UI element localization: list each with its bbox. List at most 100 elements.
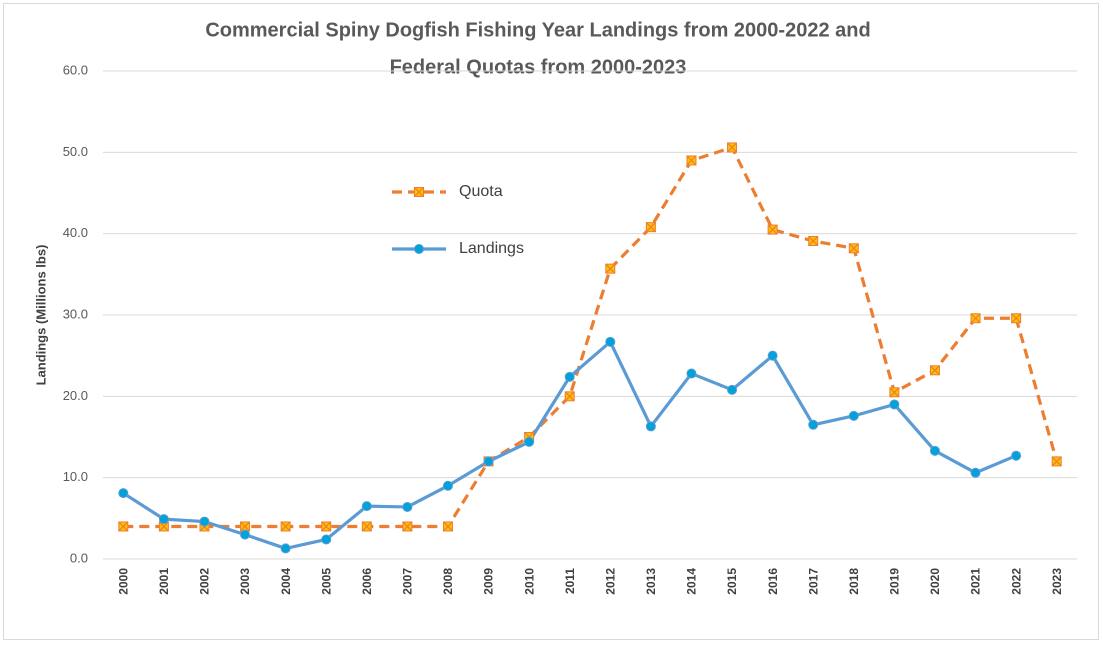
point (808, 235, 819, 246)
x-tick-label: 2013 (644, 568, 658, 595)
x-tick-label: 2016 (766, 568, 780, 595)
point (848, 410, 859, 421)
x-tick-label: 2017 (806, 568, 820, 595)
y-tick-label: 60.0 (63, 62, 88, 77)
point-cross (402, 521, 413, 532)
point (929, 445, 940, 456)
y-tick-label: 50.0 (63, 144, 88, 159)
point (402, 501, 413, 512)
point (1011, 313, 1022, 324)
x-tick-label: 2019 (888, 568, 902, 595)
x-tick-label: 2007 (401, 568, 415, 595)
point-cross (443, 521, 453, 532)
point-cross (767, 224, 778, 235)
y-tick-label: 20.0 (63, 388, 88, 403)
point (564, 391, 575, 402)
point-cross (686, 155, 697, 166)
point (929, 365, 940, 376)
point (564, 371, 575, 382)
x-tick-label: 2008 (441, 568, 455, 595)
x-tick-label: 2011 (563, 568, 577, 594)
x-tick-label: 2014 (685, 568, 699, 595)
point-cross (1051, 456, 1062, 467)
point (361, 501, 372, 512)
point (240, 529, 251, 540)
point (645, 421, 656, 432)
point-cross (930, 365, 940, 376)
point (767, 350, 778, 361)
point (321, 534, 332, 545)
x-tick-label: 2021 (969, 568, 983, 595)
x-tick-label: 2006 (360, 568, 374, 595)
chart-frame (3, 3, 1099, 640)
point (727, 384, 738, 395)
x-tick-label: 2002 (198, 568, 212, 595)
x-tick-label: 2022 (1009, 568, 1023, 595)
point (686, 368, 697, 379)
x-tick-label: 2005 (319, 568, 333, 595)
point (889, 387, 900, 398)
point (686, 155, 697, 166)
point-cross (889, 387, 900, 398)
point (889, 399, 900, 410)
legend-label: Landings (459, 240, 524, 257)
y-tick-label: 40.0 (63, 225, 88, 240)
point (280, 521, 291, 532)
point-cross (645, 222, 656, 233)
point (1011, 450, 1022, 461)
point (970, 467, 981, 478)
point (118, 521, 129, 532)
x-tick-label: 2023 (1050, 568, 1064, 595)
point-cross (240, 521, 250, 532)
point (402, 521, 413, 532)
x-tick-label: 2009 (482, 568, 496, 595)
point-cross (848, 243, 859, 254)
point (970, 313, 981, 324)
point (1051, 456, 1062, 467)
point-cross (564, 391, 575, 402)
point (414, 244, 424, 254)
point (442, 480, 453, 491)
point-cross (414, 187, 424, 197)
point-cross (1011, 313, 1022, 324)
point (524, 436, 535, 447)
point-cross (970, 313, 981, 324)
point (414, 187, 424, 197)
point-cross (321, 521, 332, 532)
point (808, 419, 819, 430)
y-axis-label: Landings (Millions lbs) (33, 245, 48, 386)
point-cross (605, 263, 616, 274)
point (280, 543, 291, 554)
chart-title: Federal Quotas from 2000-2023 (390, 56, 687, 78)
x-tick-label: 2010 (522, 568, 536, 595)
point-cross (727, 142, 737, 153)
point (767, 224, 778, 235)
point (118, 488, 129, 499)
point-cross (158, 521, 169, 532)
x-tick-label: 2015 (725, 568, 739, 595)
point (483, 456, 494, 467)
point-cross (361, 521, 372, 532)
x-tick-label: 2018 (847, 568, 861, 595)
point (199, 516, 210, 527)
point (605, 336, 616, 347)
x-tick-label: 2000 (116, 568, 130, 595)
point (442, 521, 453, 532)
y-tick-label: 0.0 (70, 550, 88, 565)
point (605, 263, 616, 274)
legend-label: Quota (459, 183, 503, 200)
x-tick-label: 2012 (603, 568, 617, 595)
y-tick-label: 30.0 (63, 306, 88, 321)
point (727, 142, 738, 153)
point-cross (118, 521, 129, 532)
point (645, 222, 656, 233)
point-cross (808, 236, 819, 246)
x-tick-label: 2001 (157, 568, 171, 595)
point (321, 521, 332, 532)
point-cross (280, 521, 291, 532)
point (158, 514, 169, 525)
x-tick-label: 2003 (238, 568, 252, 595)
x-tick-label: 2004 (279, 568, 293, 595)
x-tick-label: 2020 (928, 568, 942, 595)
